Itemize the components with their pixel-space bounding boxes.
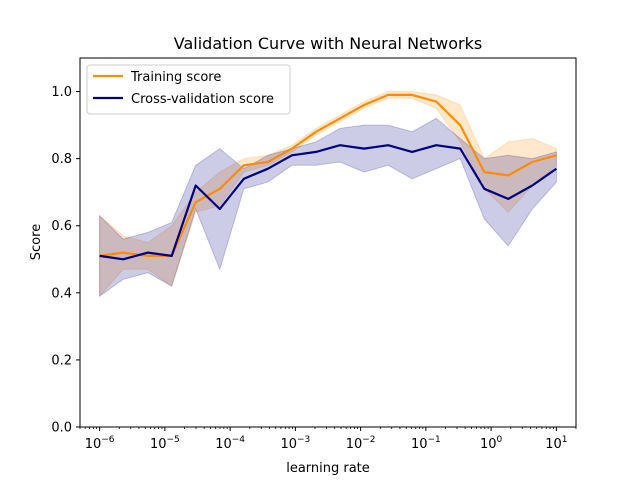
legend-box <box>86 64 291 115</box>
y-tick-label: 0.0 <box>51 421 72 436</box>
chart-title: Validation Curve with Neural Networks <box>174 34 482 53</box>
y-tick-label: 1.0 <box>51 85 72 100</box>
confidence-bands <box>99 91 557 298</box>
x-tick-label: 10−1 <box>411 435 441 452</box>
x-tick-label: 101 <box>545 435 567 452</box>
y-tick-label: 0.4 <box>51 286 72 301</box>
x-tick-label: 10−5 <box>150 435 180 452</box>
x-axis-ticks: 10−6 10−5 10−4 10−3 10−2 10−1 100 101 <box>79 427 577 452</box>
cross-validation-score-line <box>99 144 558 261</box>
plot-frame <box>79 57 577 428</box>
x-tick-label: 10−3 <box>280 435 310 452</box>
x-tick-label: 10−2 <box>346 435 376 452</box>
y-tick-label: 0.6 <box>51 219 72 234</box>
x-tick-label: 10−6 <box>85 435 115 452</box>
y-tick-label: 0.2 <box>51 353 72 368</box>
y-tick-label: 0.8 <box>51 152 72 167</box>
y-axis-ticks: 0.0 0.2 0.4 0.6 0.8 1.0 <box>51 85 80 436</box>
x-tick-label: 100 <box>480 435 503 452</box>
series-lines <box>99 93 558 261</box>
y-axis-label: Score <box>29 224 44 260</box>
x-axis-label: learning rate <box>286 461 370 476</box>
legend-label-training: Training score <box>130 70 221 85</box>
x-tick-label: 10−4 <box>215 435 245 452</box>
cross-validation-score-band <box>99 117 557 298</box>
legend-label-cross-validation: Cross-validation score <box>131 92 274 107</box>
training-score-band <box>99 91 557 298</box>
legend: Training score Cross-validation score <box>86 64 291 115</box>
